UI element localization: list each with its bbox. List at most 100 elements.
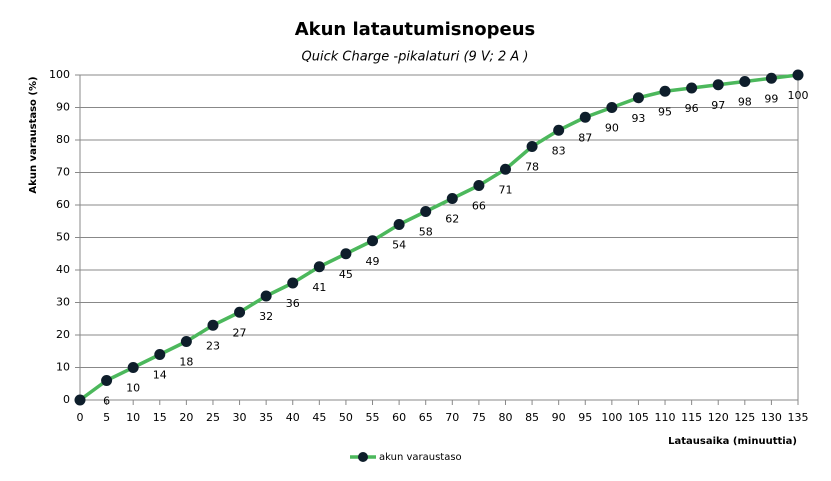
x-tick-label: 125 [734,411,755,424]
data-point [127,362,139,373]
data-point [606,102,618,113]
x-tick-label: 95 [578,411,592,424]
x-tick-label: 45 [312,411,326,424]
x-tick-label: 25 [206,411,220,424]
data-label: 93 [631,112,645,125]
data-label: 10 [126,382,140,395]
data-point [340,248,352,260]
data-label: 99 [764,92,778,105]
x-tick-label: 75 [472,411,486,424]
data-point [792,69,804,81]
x-tick-label: 10 [126,411,140,424]
x-tick-label: 65 [419,411,433,424]
data-point [207,319,219,331]
data-point [765,72,777,84]
data-point [154,349,166,360]
data-point [579,111,591,123]
data-label: 87 [578,131,592,144]
y-axis-label: Akun varaustaso (%) [28,76,39,193]
data-point [659,85,671,97]
x-tick-label: 15 [153,411,167,424]
data-point [739,76,751,87]
data-point [234,306,246,318]
data-label: 97 [711,99,725,112]
y-tick-label: 40 [56,263,70,276]
data-label: 36 [286,297,300,310]
data-label: 62 [445,213,459,226]
data-label: 41 [312,281,326,294]
x-tick-label: 70 [445,411,459,424]
x-tick-label: 115 [681,411,702,424]
data-label: 95 [658,105,672,118]
data-label: 58 [419,226,433,239]
y-tick-label: 100 [49,68,70,81]
y-tick-label: 60 [56,198,70,211]
data-label: 100 [788,89,809,102]
data-point [180,336,192,347]
data-label: 32 [259,310,273,323]
data-point [686,82,698,94]
chart-subtitle: Quick Charge -pikalaturi (9 V; 2 A ) [302,50,529,65]
data-label: 66 [472,200,486,213]
data-point [632,92,644,104]
data-point [446,193,458,204]
data-label: 6 [103,395,110,408]
x-tick-label: 50 [339,411,353,424]
x-tick-label: 40 [286,411,300,424]
data-point [260,290,272,302]
y-tick-label: 80 [56,133,70,146]
data-label: 27 [233,326,247,339]
x-tick-label: 35 [259,411,273,424]
y-tick-label: 20 [56,328,70,341]
x-tick-label: 60 [392,411,406,424]
y-tick-label: 70 [56,166,70,179]
x-tick-label: 30 [233,411,247,424]
data-point [74,394,86,406]
x-tick-label: 120 [708,411,729,424]
legend-marker [358,452,368,462]
data-point [526,141,538,152]
data-label: 23 [206,339,220,352]
y-tick-label: 10 [56,361,70,374]
y-tick-label: 50 [56,231,70,244]
x-axis-label: Latausaika (minuuttia) [668,436,797,447]
x-tick-label: 90 [552,411,566,424]
data-point [367,235,379,247]
data-point [473,180,485,191]
data-point [393,219,405,230]
data-point [287,277,299,289]
data-point [712,79,724,91]
x-tick-label: 105 [628,411,649,424]
data-label: 18 [179,356,193,369]
x-tick-label: 0 [77,411,84,424]
data-point [101,375,113,386]
data-label: 49 [366,255,380,268]
x-tick-label: 110 [655,411,676,424]
data-point [553,124,565,136]
x-tick-label: 100 [601,411,622,424]
data-line [78,73,799,402]
y-tick-label: 0 [63,393,70,406]
data-label: 83 [552,144,566,157]
data-label: 14 [153,369,167,382]
x-tick-label: 130 [761,411,782,424]
chart-title: Akun latautumisnopeus [295,19,536,40]
data-label: 71 [498,183,512,196]
data-point [499,163,511,175]
y-tick-label: 90 [56,101,70,114]
x-tick-label: 80 [498,411,512,424]
data-label: 90 [605,122,619,135]
x-tick-label: 135 [788,411,809,424]
data-label: 54 [392,239,406,252]
data-label: 45 [339,268,353,281]
x-tick-label: 55 [366,411,380,424]
y-tick-label: 30 [56,296,70,309]
x-tick-label: 85 [525,411,539,424]
data-label: 98 [738,96,752,109]
data-label: 78 [525,161,539,174]
data-point [420,206,432,217]
data-point [313,261,325,273]
x-tick-label: 20 [179,411,193,424]
